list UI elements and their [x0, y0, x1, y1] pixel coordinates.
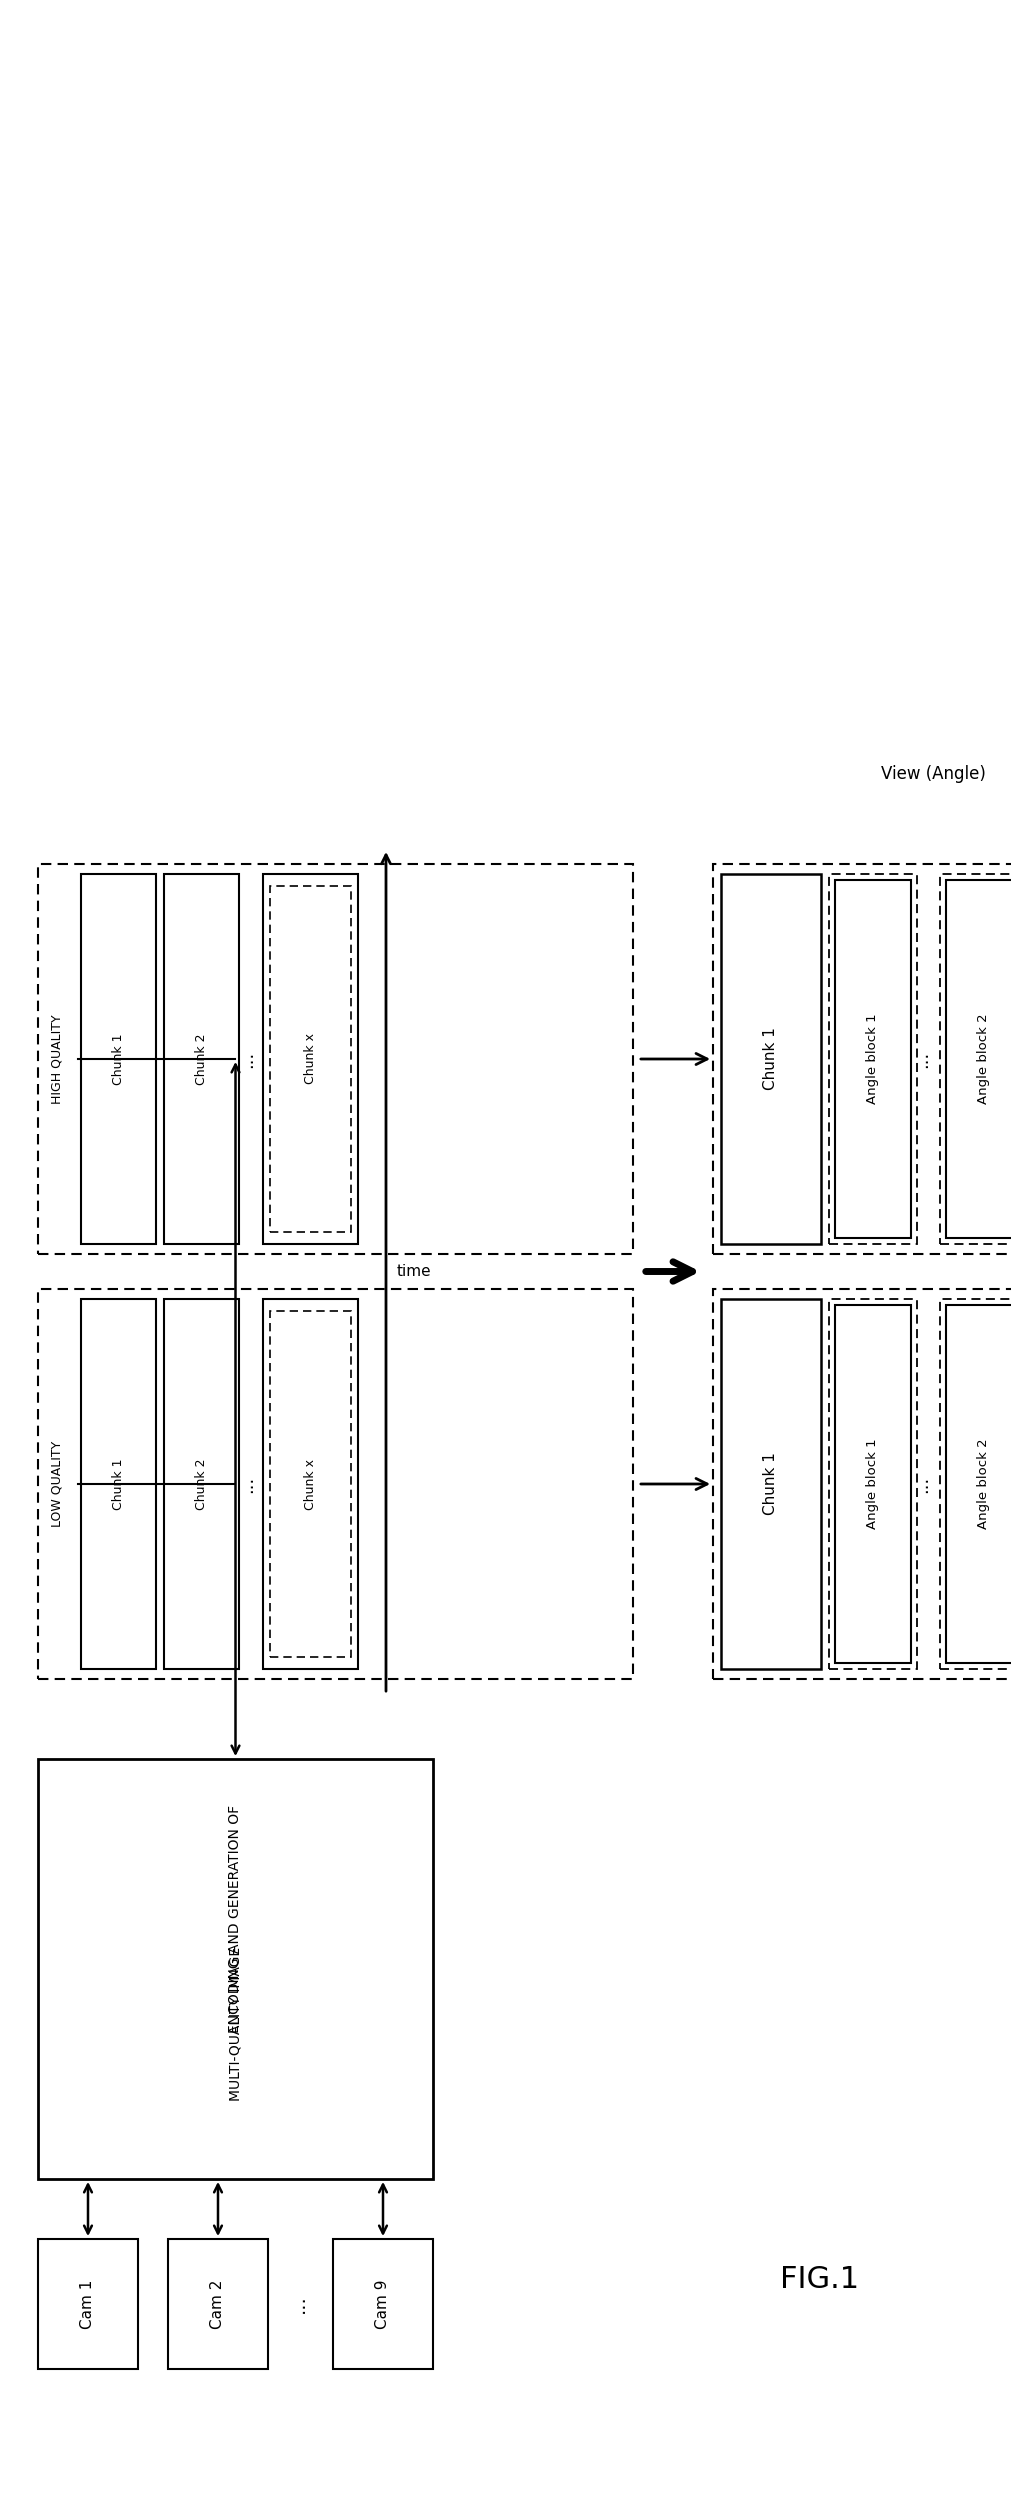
- Bar: [834, 1304, 910, 1662]
- Bar: [38, 2239, 137, 2369]
- Text: Chunk 1: Chunk 1: [112, 1032, 125, 1085]
- Text: Angle block 1: Angle block 1: [865, 1439, 879, 1529]
- Bar: [834, 880, 910, 1237]
- Bar: [81, 875, 156, 1245]
- Bar: [720, 1299, 820, 1669]
- Text: MULTI-QUALITY IMAGE: MULTI-QUALITY IMAGE: [228, 1947, 243, 2102]
- Text: Chunk 1: Chunk 1: [762, 1452, 777, 1514]
- Text: FIG.1: FIG.1: [779, 2264, 858, 2294]
- Text: HIGH QUALITY: HIGH QUALITY: [51, 1015, 64, 1105]
- Text: Cam 2: Cam 2: [210, 2279, 225, 2329]
- Text: Chunk 2: Chunk 2: [195, 1032, 208, 1085]
- Text: ...: ...: [912, 1474, 930, 1492]
- Bar: [168, 2239, 268, 2369]
- Text: Chunk x: Chunk x: [303, 1035, 316, 1085]
- Bar: [270, 1312, 351, 1657]
- Bar: [713, 865, 1011, 1254]
- Bar: [270, 887, 351, 1232]
- Text: ...: ...: [238, 1474, 256, 1492]
- Bar: [38, 1759, 433, 2179]
- Bar: [263, 1299, 358, 1669]
- Text: Chunk 1: Chunk 1: [762, 1027, 777, 1090]
- Bar: [263, 875, 358, 1245]
- Text: ENCODING AND GENERATION OF: ENCODING AND GENERATION OF: [228, 1804, 243, 2034]
- Text: ...: ...: [238, 1050, 256, 1067]
- Text: ...: ...: [288, 2294, 307, 2314]
- Bar: [164, 875, 239, 1245]
- Text: Angle block 1: Angle block 1: [865, 1015, 879, 1105]
- Bar: [333, 2239, 433, 2369]
- Bar: [164, 1299, 239, 1669]
- Bar: [713, 1289, 1011, 1679]
- Text: Chunk x: Chunk x: [303, 1459, 316, 1509]
- Text: Cam 1: Cam 1: [81, 2279, 95, 2329]
- Bar: [939, 875, 1011, 1245]
- Text: LOW QUALITY: LOW QUALITY: [51, 1442, 64, 1527]
- Bar: [939, 1299, 1011, 1669]
- Text: Chunk 2: Chunk 2: [195, 1459, 208, 1509]
- Text: Cam 9: Cam 9: [375, 2279, 390, 2329]
- Text: ...: ...: [912, 1050, 930, 1067]
- Bar: [38, 1289, 632, 1679]
- Text: Chunk 1: Chunk 1: [112, 1459, 125, 1509]
- Bar: [720, 875, 820, 1245]
- Bar: [945, 880, 1011, 1237]
- Text: Angle block 2: Angle block 2: [977, 1439, 990, 1529]
- Bar: [828, 1299, 916, 1669]
- Text: View (Angle): View (Angle): [880, 765, 985, 782]
- Text: Angle block 2: Angle block 2: [977, 1015, 990, 1105]
- Bar: [81, 1299, 156, 1669]
- Text: time: time: [396, 1264, 431, 1279]
- Bar: [945, 1304, 1011, 1662]
- Bar: [828, 875, 916, 1245]
- Bar: [38, 865, 632, 1254]
